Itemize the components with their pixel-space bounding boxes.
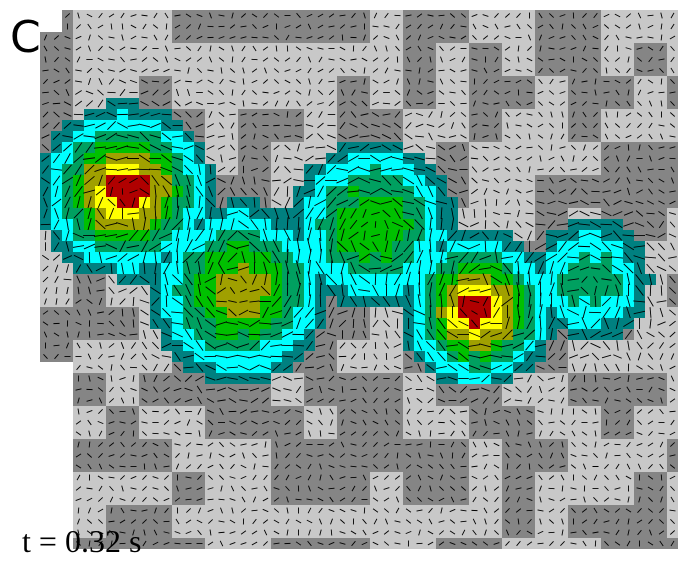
- velocity-arrow: [648, 15, 654, 16]
- velocity-arrow: [185, 81, 192, 82]
- velocity-arrow: [42, 92, 49, 93]
- velocity-arrow: [229, 114, 235, 115]
- velocity-arrow: [320, 295, 321, 309]
- velocity-arrow: [661, 285, 662, 295]
- velocity-arrow: [177, 195, 178, 210]
- velocity-arrow: [439, 15, 445, 16]
- velocity-arrow: [133, 319, 134, 327]
- velocity-arrow: [582, 92, 588, 93]
- velocity-arrow: [329, 488, 335, 489]
- velocity-arrow: [262, 114, 268, 115]
- velocity-arrow: [460, 81, 466, 82]
- velocity-arrow: [375, 273, 376, 286]
- figure: C t = 0.32 s: [0, 0, 681, 561]
- velocity-arrow: [149, 169, 162, 170]
- velocity-arrow: [430, 430, 431, 436]
- velocity-arrow: [89, 331, 90, 337]
- velocity-arrow: [504, 213, 511, 214]
- flow-field: [40, 10, 678, 549]
- velocity-arrow: [650, 285, 651, 297]
- velocity-arrow: [271, 356, 283, 357]
- velocity-arrow: [118, 103, 127, 104]
- velocity-arrow: [342, 386, 343, 393]
- velocity-arrow: [273, 125, 279, 126]
- velocity-arrow: [529, 464, 530, 470]
- velocity-arrow: [669, 411, 675, 412]
- page: C t = 0.32 s (() => { const data = JSON.…: [0, 0, 681, 561]
- velocity-arrow: [284, 125, 291, 126]
- velocity-arrow: [320, 430, 321, 436]
- velocity-arrow: [162, 114, 171, 115]
- velocity-arrow: [661, 79, 662, 85]
- velocity-arrow: [438, 433, 444, 434]
- velocity-arrow: [273, 400, 281, 401]
- velocity-arrow: [507, 464, 508, 470]
- velocity-arrow: [216, 301, 227, 302]
- velocity-arrow: [427, 411, 434, 412]
- velocity-arrow: [166, 23, 167, 29]
- velocity-arrow: [361, 367, 367, 368]
- velocity-arrow: [617, 112, 618, 118]
- velocity-arrow: [155, 273, 156, 286]
- velocity-arrow: [122, 309, 123, 317]
- velocity-arrow: [106, 169, 118, 170]
- velocity-arrow: [166, 295, 167, 307]
- velocity-arrow: [328, 81, 334, 82]
- velocity-arrow: [133, 397, 134, 403]
- velocity-arrow: [375, 221, 376, 228]
- velocity-arrow: [646, 213, 654, 214]
- velocity-arrow: [196, 444, 202, 445]
- velocity-arrow: [659, 92, 665, 93]
- velocity-arrow: [425, 158, 435, 159]
- velocity-arrow: [328, 433, 334, 434]
- velocity-arrow: [152, 81, 159, 82]
- velocity-arrow: [593, 103, 599, 104]
- velocity-arrow: [441, 305, 442, 319]
- velocity-arrow: [232, 56, 233, 62]
- velocity-arrow: [120, 466, 126, 467]
- velocity-arrow: [526, 213, 534, 214]
- velocity-arrow: [122, 23, 123, 29]
